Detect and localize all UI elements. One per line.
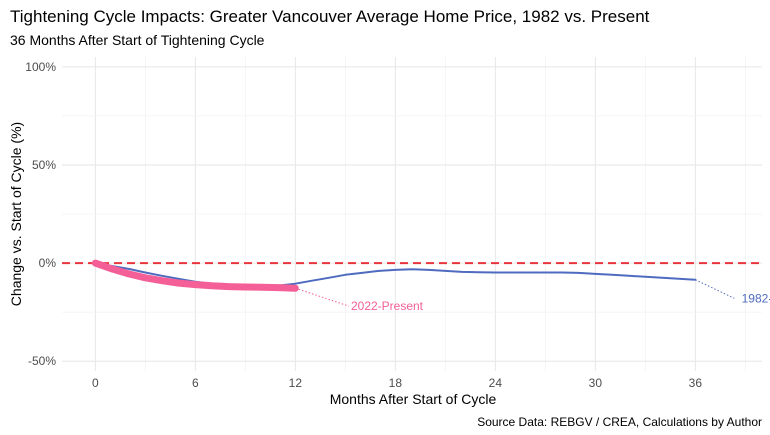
- grid-lines: [62, 57, 762, 371]
- series-end-labels: 1982-1982 2022-Present: [295, 279, 770, 313]
- y-tick-labels: -50% 0% 50% 100%: [25, 60, 56, 368]
- y-axis-title: Change vs. Start of Cycle (%): [8, 122, 24, 306]
- series-layer: [91, 259, 697, 292]
- x-axis-title: Months After Start of Cycle: [330, 391, 497, 407]
- x-tick-label: 12: [289, 376, 303, 390]
- series-end-label: 2022-Present: [351, 299, 424, 313]
- y-tick-label: 50%: [32, 158, 56, 172]
- chart-title: Tightening Cycle Impacts: Greater Vancou…: [10, 7, 650, 26]
- chart-subtitle: 36 Months After Start of Tightening Cycl…: [10, 32, 265, 48]
- x-tick-label: 36: [689, 376, 703, 390]
- x-tick-labels: 0 6 12 18 24 30 36: [92, 376, 702, 390]
- y-tick-label: -50%: [28, 354, 56, 368]
- series-line-1: [91, 259, 299, 292]
- source-caption: Source Data: REBGV / CREA, Calculations …: [477, 415, 762, 429]
- y-tick-label: 0%: [39, 256, 57, 270]
- series-leader-0: [695, 279, 735, 299]
- y-tick-label: 100%: [25, 60, 56, 74]
- x-tick-label: 18: [389, 376, 403, 390]
- x-tick-label: 24: [489, 376, 503, 390]
- x-tick-label: 6: [192, 376, 199, 390]
- series-end-label: 1982-1982: [742, 291, 770, 305]
- series-leader-1: [295, 287, 350, 307]
- x-tick-label: 0: [92, 376, 99, 390]
- x-tick-label: 30: [589, 376, 603, 390]
